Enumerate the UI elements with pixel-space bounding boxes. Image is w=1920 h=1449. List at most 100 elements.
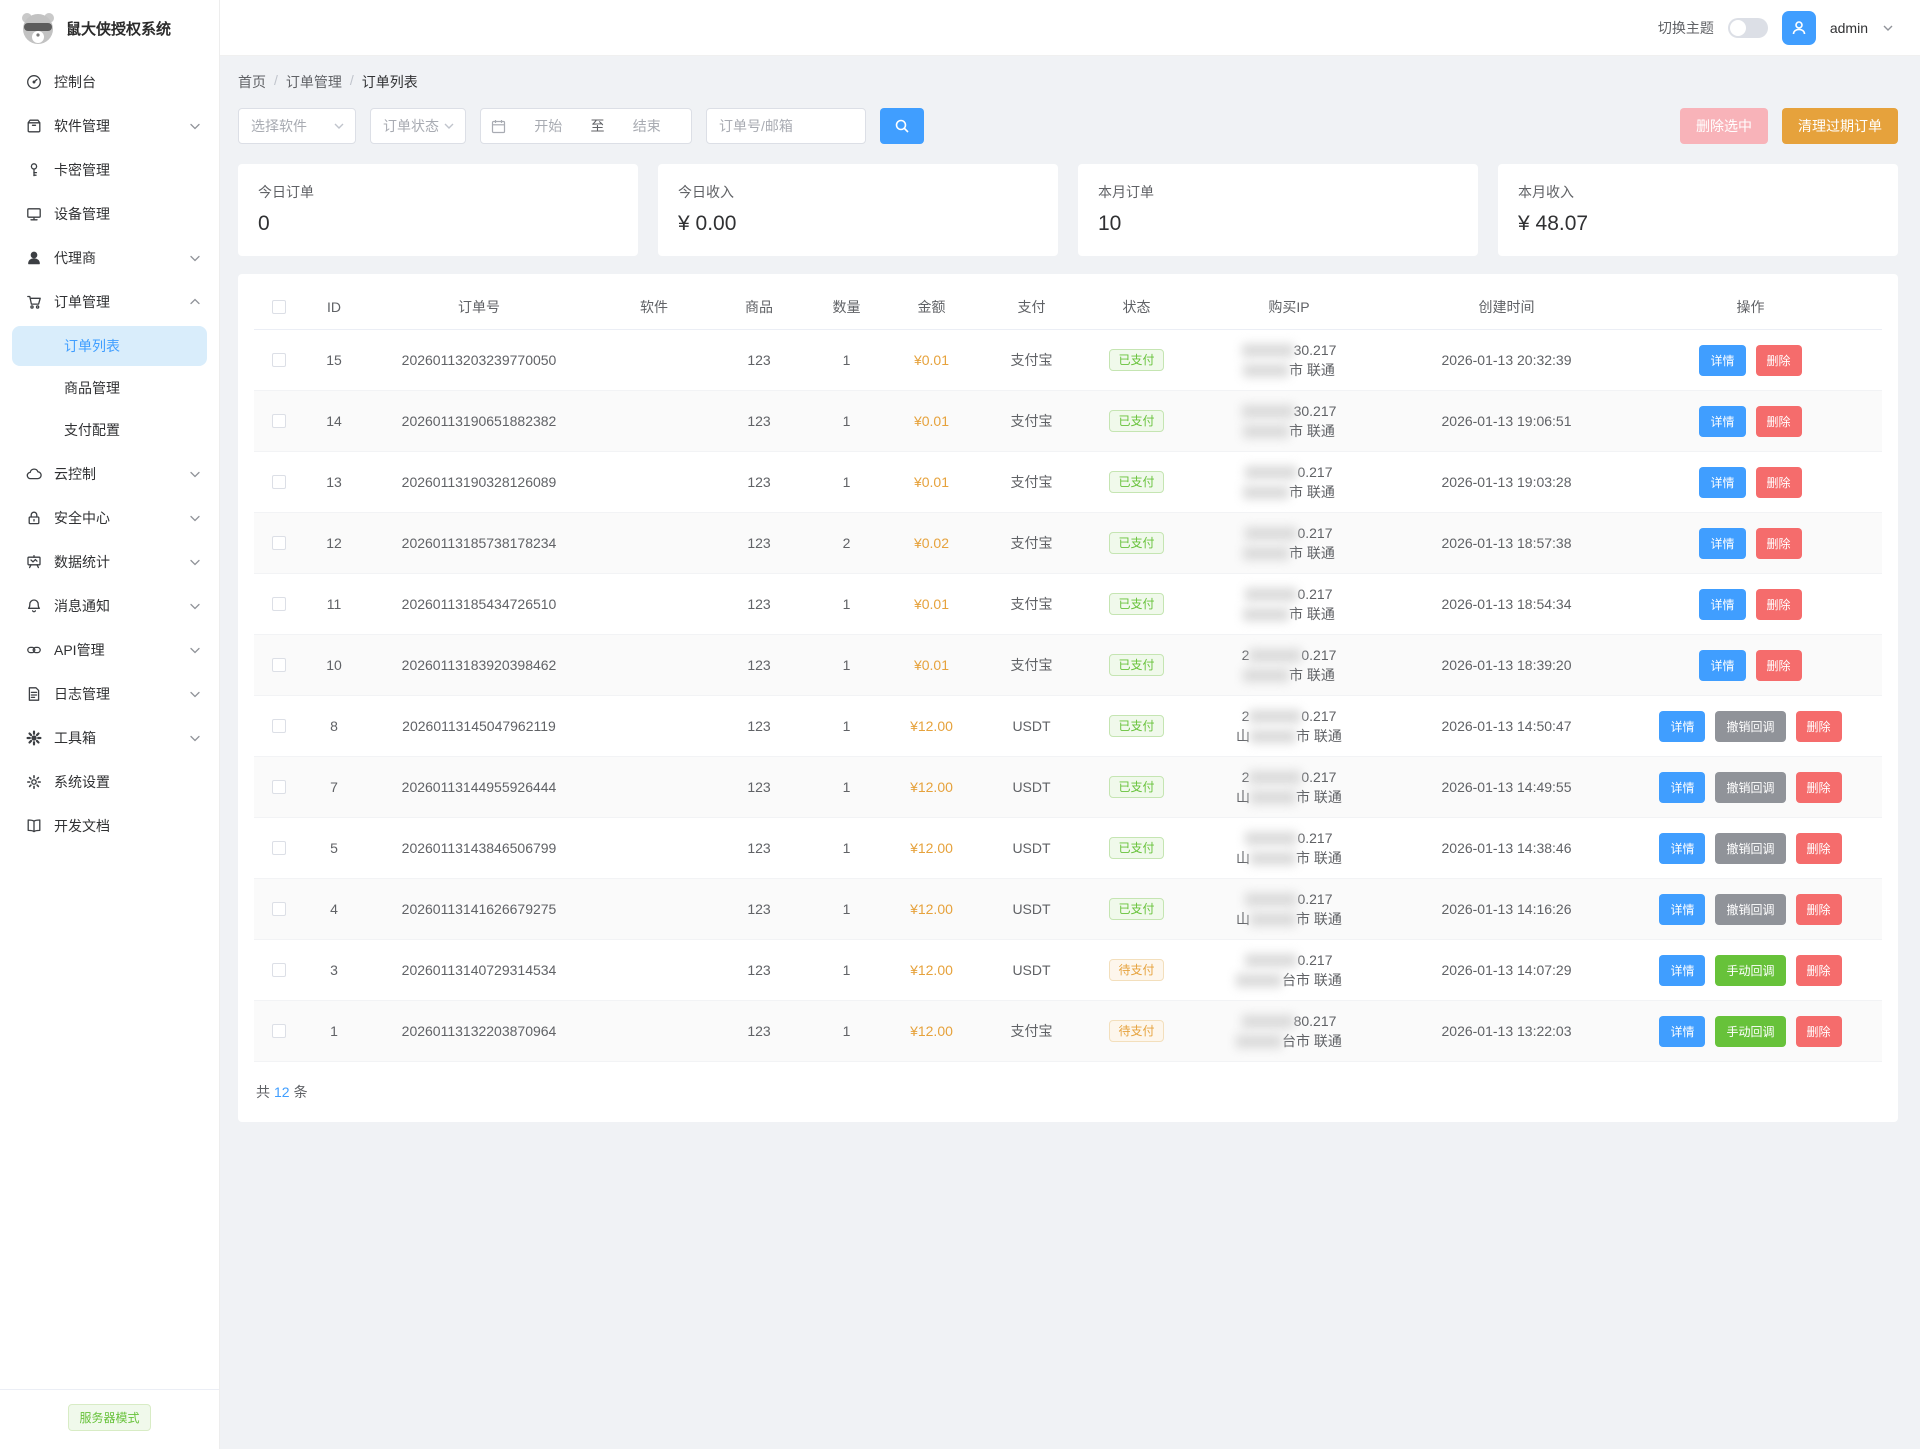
detail-button[interactable]: 详情 (1699, 344, 1746, 376)
sidebar-subitem-支付配置[interactable]: 支付配置 (12, 410, 207, 450)
sidebar-subitem-商品管理[interactable]: 商品管理 (12, 368, 207, 408)
breadcrumb-item[interactable]: 订单管理 (285, 74, 342, 90)
sidebar-item-日志管理[interactable]: 日志管理 (0, 672, 219, 716)
detail-button[interactable]: 详情 (1659, 893, 1706, 925)
keyword-input[interactable] (706, 108, 866, 144)
row-checkbox[interactable] (272, 902, 286, 916)
sidebar-item-安全中心[interactable]: 安全中心 (0, 496, 219, 540)
quantity-cell: 1 (842, 1023, 851, 1039)
sidebar-item-设备管理[interactable]: 设备管理 (0, 192, 219, 236)
sidebar-item-云控制[interactable]: 云控制 (0, 452, 219, 496)
status-badge: 已支付 (1109, 898, 1164, 920)
delete-button[interactable]: 删除 (1755, 649, 1802, 681)
chevron-down-icon (333, 120, 345, 132)
order-status-select[interactable]: 订单状态 (370, 108, 466, 144)
detail-button[interactable]: 详情 (1659, 771, 1706, 803)
breadcrumb-item[interactable]: 订单列表 (361, 74, 418, 90)
status-badge: 待支付 (1109, 1020, 1164, 1042)
row-checkbox[interactable] (272, 414, 286, 428)
sidebar-item-控制台[interactable]: 控制台 (0, 60, 219, 104)
detail-button[interactable]: 详情 (1699, 649, 1746, 681)
total-prefix: 共 (256, 1084, 270, 1100)
date-start-placeholder[interactable]: 开始 (534, 118, 563, 134)
ip-line2: 市 联通 (1188, 421, 1390, 441)
date-end-placeholder[interactable]: 结束 (632, 118, 661, 134)
delete-button[interactable]: 删除 (1755, 527, 1802, 559)
sidebar-item-开发文档[interactable]: 开发文档 (0, 804, 219, 848)
row-checkbox[interactable] (272, 1024, 286, 1038)
chevron-down-icon (189, 732, 201, 744)
redacted-blur (1243, 425, 1290, 438)
detail-button[interactable]: 详情 (1659, 954, 1706, 986)
sidebar-item-软件管理[interactable]: 软件管理 (0, 104, 219, 148)
redacted-blur (1245, 527, 1298, 540)
app-logo-mouse-icon (20, 10, 56, 46)
stat-label: 本月收入 (1518, 184, 1574, 200)
order-id: 1 (330, 1023, 338, 1039)
date-range-picker[interactable]: 开始 至 结束 (480, 108, 692, 144)
row-checkbox[interactable] (272, 780, 286, 794)
sidebar-item-卡密管理[interactable]: 卡密管理 (0, 148, 219, 192)
row-checkbox[interactable] (272, 841, 286, 855)
detail-button[interactable]: 详情 (1699, 405, 1746, 437)
delete-button[interactable]: 删除 (1795, 893, 1842, 925)
redacted-blur (1236, 1035, 1283, 1048)
product-cell: 123 (747, 657, 771, 673)
delete-button[interactable]: 删除 (1795, 954, 1842, 986)
search-button[interactable] (880, 108, 924, 144)
manual-callback-button[interactable]: 手动回调 (1715, 1015, 1786, 1047)
sidebar-item-代理商[interactable]: 代理商 (0, 236, 219, 280)
amount-cell: ¥0.01 (913, 413, 950, 429)
manual-callback-button[interactable]: 手动回调 (1715, 954, 1786, 986)
sidebar-item-数据统计[interactable]: 数据统计 (0, 540, 219, 584)
revoke-callback-button[interactable]: 撤销回调 (1715, 771, 1786, 803)
product-cell: 123 (747, 840, 771, 856)
delete-button[interactable]: 删除 (1795, 771, 1842, 803)
delete-button[interactable]: 删除 (1795, 710, 1842, 742)
row-checkbox[interactable] (272, 658, 286, 672)
row-checkbox[interactable] (272, 536, 286, 550)
software-select[interactable]: 选择软件 (238, 108, 356, 144)
chevron-down-icon[interactable] (1882, 22, 1894, 34)
revoke-callback-button[interactable]: 撤销回调 (1715, 832, 1786, 864)
clean-expired-button[interactable]: 清理过期订单 (1782, 108, 1898, 144)
delete-button[interactable]: 删除 (1755, 405, 1802, 437)
table-row: 4 20260113141626679275 123 1 ¥12.00 USDT 已支付 0.… (254, 879, 1882, 940)
row-checkbox[interactable] (272, 597, 286, 611)
user-avatar[interactable] (1781, 10, 1816, 45)
sidebar-item-订单管理[interactable]: 订单管理 (0, 280, 219, 324)
row-checkbox[interactable] (272, 475, 286, 489)
column-header: 创建时间 (1478, 298, 1535, 315)
delete-selected-button[interactable]: 删除选中 (1680, 108, 1768, 144)
delete-button[interactable]: 删除 (1795, 832, 1842, 864)
sidebar-item-消息通知[interactable]: 消息通知 (0, 584, 219, 628)
delete-button[interactable]: 删除 (1795, 1015, 1842, 1047)
sidebar-subitem-订单列表[interactable]: 订单列表 (12, 326, 207, 366)
created-time-cell: 2026-01-13 19:03:28 (1441, 474, 1572, 490)
sidebar-item-label: 日志管理 (54, 686, 110, 702)
actions-cell: 详情 删除 (1619, 583, 1882, 626)
delete-button[interactable]: 删除 (1755, 588, 1802, 620)
theme-toggle-switch[interactable] (1727, 17, 1768, 38)
delete-button[interactable]: 删除 (1755, 466, 1802, 498)
detail-button[interactable]: 详情 (1699, 466, 1746, 498)
delete-button[interactable]: 删除 (1755, 344, 1802, 376)
select-all-checkbox[interactable] (272, 299, 286, 314)
username[interactable]: admin (1829, 19, 1868, 36)
sidebar-item-API管理[interactable]: API管理 (0, 628, 219, 672)
revoke-callback-button[interactable]: 撤销回调 (1715, 893, 1786, 925)
detail-button[interactable]: 详情 (1699, 527, 1746, 559)
revoke-callback-button[interactable]: 撤销回调 (1715, 710, 1786, 742)
quantity-cell: 1 (842, 352, 851, 368)
breadcrumb-item[interactable]: 首页 (238, 74, 266, 90)
row-checkbox[interactable] (272, 719, 286, 733)
detail-button[interactable]: 详情 (1659, 710, 1706, 742)
row-checkbox[interactable] (272, 353, 286, 367)
row-checkbox[interactable] (272, 963, 286, 977)
sidebar-item-系统设置[interactable]: 系统设置 (0, 760, 219, 804)
detail-button[interactable]: 详情 (1699, 588, 1746, 620)
column-header: 购买IP (1268, 298, 1310, 315)
detail-button[interactable]: 详情 (1659, 1015, 1706, 1047)
detail-button[interactable]: 详情 (1659, 832, 1706, 864)
sidebar-item-工具箱[interactable]: 工具箱 (0, 716, 219, 760)
